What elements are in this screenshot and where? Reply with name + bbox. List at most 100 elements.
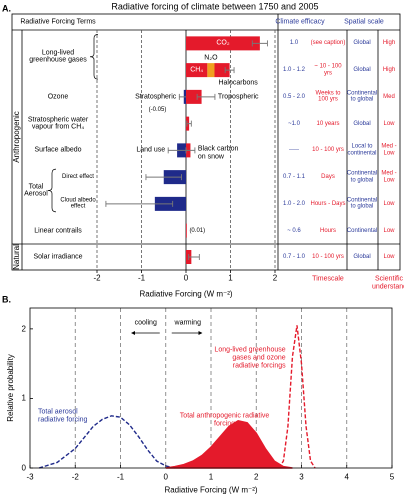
spatial-scale: Global	[353, 66, 371, 73]
term-label: Surface albedo	[34, 146, 82, 154]
group-label: Anthropogenic	[12, 111, 21, 163]
understanding: Low	[383, 200, 395, 207]
panel-label: A.	[2, 3, 11, 14]
y-tick-label: 0	[21, 463, 26, 473]
term-label: Total Aerosol	[24, 183, 48, 198]
bar-label: Land use	[136, 146, 166, 154]
understanding: Med	[383, 93, 395, 100]
x-tick-label: 0	[183, 273, 189, 283]
error-bar	[188, 254, 200, 260]
understanding: High	[382, 66, 396, 73]
frame	[29, 307, 393, 469]
timescale: ~ 10 - 100 yrs	[314, 63, 342, 77]
frame	[11, 13, 401, 271]
x-tick-label: -2	[71, 472, 79, 482]
bar	[186, 223, 187, 238]
x-tick-label: -2	[93, 273, 101, 283]
series-label: radiative forcings	[232, 362, 286, 370]
error-bar	[185, 147, 196, 154]
footer: Scientific understanding	[372, 275, 404, 291]
line	[38, 415, 175, 469]
error-bar	[251, 40, 268, 47]
y-tick-label: 2	[21, 324, 26, 334]
group-label: Natural	[12, 244, 21, 270]
x-tick-label: 2	[272, 273, 278, 283]
y-axis-title: Relative probability	[6, 354, 15, 422]
term-label: Solar irradiance	[33, 253, 83, 261]
timescale: 10 years	[316, 120, 340, 127]
header: Spatial scale	[344, 18, 384, 26]
y-tick-label: 1	[21, 393, 26, 403]
spatial-scale: Continental to global	[346, 197, 378, 210]
bar-label: Halocarbons	[218, 79, 258, 87]
spatial-scale: Continental	[346, 227, 378, 234]
x-tick-label: -3	[26, 472, 34, 482]
timescale: 10 - 100 yrs	[312, 253, 344, 260]
direction-label: warming	[174, 319, 201, 327]
bar-label: Black carbon on snow	[197, 145, 239, 161]
efficacy: ~ 0.6	[287, 227, 301, 234]
series-label: gases and ozone	[232, 354, 286, 362]
timescale: Weeks to 100 yrs	[315, 90, 341, 103]
spatial-scale: Continental to global	[346, 90, 378, 103]
x-tick-label: 5	[389, 472, 395, 482]
understanding: High	[382, 40, 396, 47]
value-label: (0.01)	[189, 227, 206, 234]
bar-label: N₂O	[204, 54, 218, 62]
term-label: Ozone	[47, 93, 69, 101]
understanding: Med - Low	[381, 143, 397, 157]
footer: Timescale	[312, 275, 344, 283]
term-label: Cloud albedo effect	[60, 197, 96, 210]
spatial-scale: Global	[353, 40, 371, 47]
series-label: Long-lived greenhouse	[214, 346, 286, 354]
panel-label: B.	[2, 294, 11, 305]
x-tick-label: -1	[137, 273, 146, 283]
efficacy: -----	[289, 147, 299, 154]
value-label: (-0.05)	[148, 106, 167, 113]
x-axis-title: Radiative Forcing (W m⁻²)	[139, 289, 233, 299]
direction-label: cooling	[134, 319, 157, 327]
timescale: (see caption)	[310, 40, 346, 47]
bar-label: Stratospheric	[135, 93, 177, 101]
bar-label: Tropospheric	[217, 93, 259, 101]
efficacy: 1.0 - 1.2	[282, 66, 305, 73]
term-label: Direct effect	[62, 173, 94, 180]
term-label: Long-lived greenhouse gases	[29, 49, 87, 64]
efficacy: 1.0	[289, 40, 299, 47]
bar	[186, 63, 208, 78]
x-tick-label: -1	[116, 472, 125, 482]
term-label: Stratospheric water vapour from CH₄	[27, 116, 89, 131]
efficacy: 1.0 - 2.0	[282, 200, 305, 207]
error-bar	[145, 174, 182, 181]
x-tick-label: 3	[299, 472, 304, 482]
area	[165, 419, 293, 469]
line	[278, 325, 316, 469]
spatial-scale: Global	[353, 253, 371, 260]
series-label: Total aerosol	[38, 408, 78, 416]
series-label: Total anthropogenic radiative forcing	[179, 412, 270, 428]
bar	[214, 63, 230, 78]
understanding: Med - Low	[381, 170, 397, 184]
error-bar	[105, 200, 174, 207]
bar	[207, 63, 215, 78]
bar	[186, 36, 260, 51]
understanding: Low	[383, 253, 395, 260]
brace	[47, 168, 57, 213]
term-label: Linear contrails	[34, 226, 82, 234]
understanding: Low	[383, 120, 395, 127]
timescale: Hours	[319, 227, 336, 234]
bar-label: CH₄	[190, 66, 204, 74]
timescale: Hours - Days	[310, 200, 346, 207]
header: Climate efficacy	[275, 18, 325, 26]
efficacy: 0.7 - 1.1	[282, 173, 305, 180]
header: Radiative Forcing Terms	[20, 18, 96, 26]
chart-title: Radiative forcing of climate between 175…	[111, 1, 319, 12]
error-bar	[186, 120, 192, 127]
bar	[186, 89, 202, 104]
bar-label: CO₂	[216, 39, 230, 47]
x-tick-label: 1	[228, 273, 233, 283]
x-tick-label: 1	[208, 472, 214, 482]
efficacy: 0.5 - 2.0	[282, 93, 305, 100]
